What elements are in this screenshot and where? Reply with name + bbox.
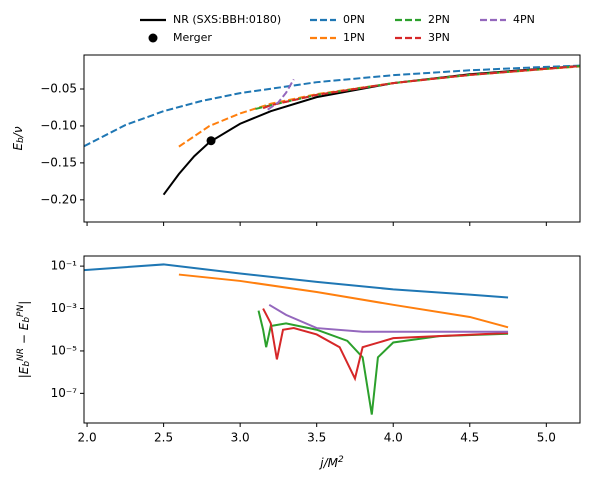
legend-label: 1PN [343, 31, 365, 44]
y-axis-label: Eb​/ν [11, 126, 27, 150]
y-tick-label: 10⁻⁷ [51, 386, 78, 400]
series-line [162, 65, 578, 196]
x-tick-label: 2.5 [154, 431, 173, 445]
plot-area [84, 263, 509, 415]
x-tick-label: 4.0 [384, 431, 403, 445]
y-tick-label: −0.05 [40, 81, 77, 95]
axes-frame [83, 255, 581, 424]
legend-swatch [148, 33, 158, 43]
y-tick-label: 10⁻³ [51, 301, 78, 315]
series-line [267, 78, 295, 111]
legend-label: 0PN [343, 13, 365, 26]
series-line [84, 263, 509, 299]
series-line [262, 65, 580, 110]
y-tick-label: −0.10 [40, 118, 77, 132]
legend-label: 3PN [428, 31, 450, 44]
legend-label: 2PN [428, 13, 450, 26]
series-line [178, 273, 509, 329]
x-tick-label: 5.0 [537, 431, 556, 445]
y-tick-label: 10⁻¹ [51, 259, 78, 273]
series-line [268, 303, 509, 333]
axes-frame [83, 54, 581, 223]
x-axis-label: j/M2​ [318, 455, 344, 470]
x-tick-label: 3.0 [231, 431, 250, 445]
series-line [257, 310, 509, 415]
legend-label: 4PN [513, 13, 535, 26]
series-line [255, 65, 580, 110]
series-line [84, 64, 580, 148]
legend-label: NR (SXS:BBH:0180) [173, 13, 281, 26]
legend-label: Merger [173, 31, 212, 44]
plot-area [84, 64, 580, 196]
y-tick-label: −0.15 [40, 155, 77, 169]
y-tick-label: 10⁻⁵ [51, 343, 78, 357]
x-tick-label: 2.0 [78, 431, 97, 445]
series-line [262, 308, 509, 382]
y-tick-label: −0.20 [40, 192, 77, 206]
marker [206, 136, 216, 146]
series-line [178, 65, 580, 148]
x-tick-label: 3.5 [307, 431, 326, 445]
x-tick-label: 4.5 [460, 431, 479, 445]
y-axis-label: |Eb​NR​ − Eb​PN​| [16, 301, 32, 379]
